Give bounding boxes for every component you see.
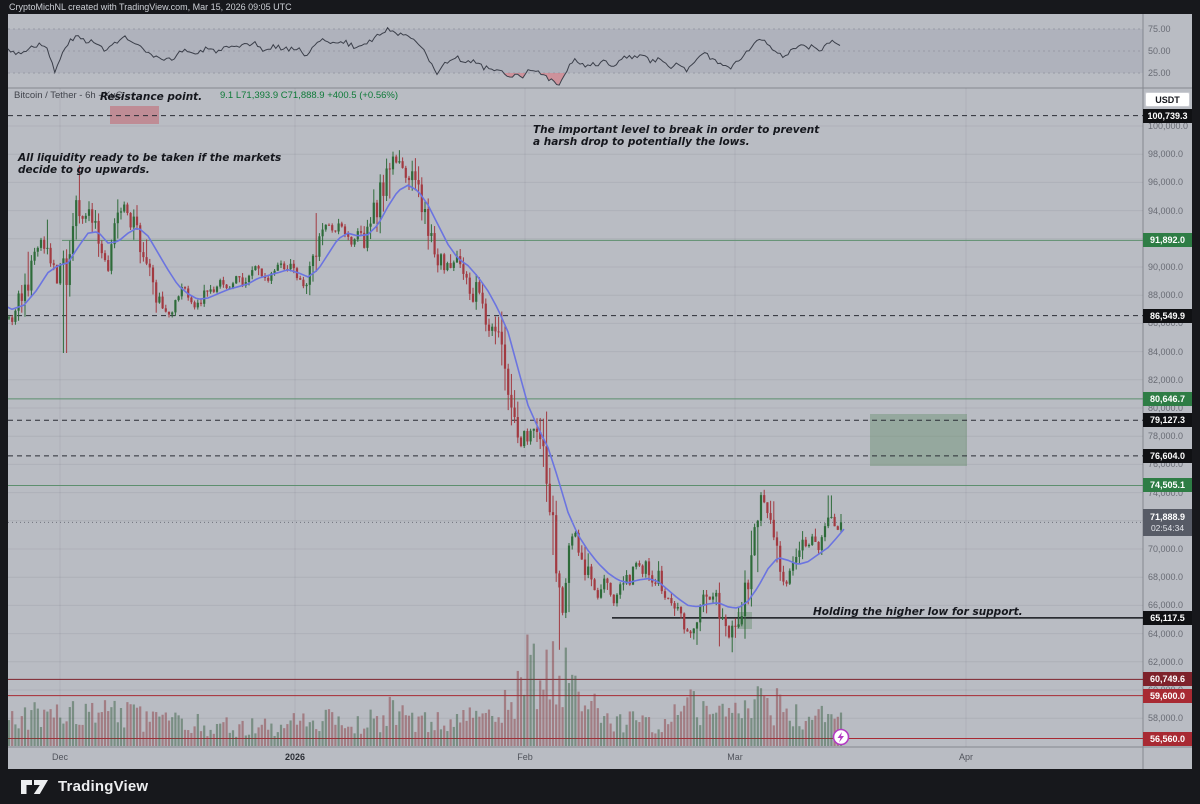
lightning-marker-icon[interactable]: [832, 728, 850, 746]
currency-toggle-usdt[interactable]: USDT: [1145, 92, 1190, 107]
annotation-liquidity[interactable]: All liquidity ready to be taken if the m…: [18, 152, 282, 177]
current-price-value: 71,888.9: [1149, 512, 1186, 522]
bar-countdown: 02:54:34: [1150, 523, 1185, 533]
annotation-important-level[interactable]: The important level to break in order to…: [533, 124, 820, 149]
watermark-bar: CryptoMichNL created with TradingView.co…: [0, 0, 1200, 14]
volume-bars: [8, 634, 843, 746]
price-axis[interactable]: [1143, 14, 1192, 747]
oscillator-pane: [8, 26, 1143, 86]
annotation-higher-low[interactable]: Holding the higher low for support.: [813, 606, 1023, 618]
brand-name: TradingView: [58, 778, 149, 795]
drawing-box-green[interactable]: [870, 414, 967, 466]
ma-line: [8, 184, 845, 609]
tradingview-logo-icon[interactable]: [20, 777, 50, 797]
time-axis[interactable]: [8, 747, 1143, 769]
chart-background: [8, 14, 1192, 769]
symbol-title: Bitcoin / Tether - 6h - KuC: [14, 90, 123, 101]
drawing-box-red[interactable]: [110, 106, 159, 124]
candles: [8, 150, 843, 653]
price-pane: [8, 88, 1143, 747]
ohlc-values: 9.1 L71,393.9 C71,888.9 +400.5 (+0.56%): [220, 90, 398, 101]
watermark-text: CryptoMichNL created with TradingView.co…: [9, 2, 292, 12]
oscillator-line: [8, 26, 841, 86]
current-price-label: 71,888.9 02:54:34: [1143, 509, 1192, 536]
annotation-resistance-point[interactable]: Resistance point.: [100, 91, 203, 103]
bottom-bar: TradingView: [0, 769, 1200, 804]
